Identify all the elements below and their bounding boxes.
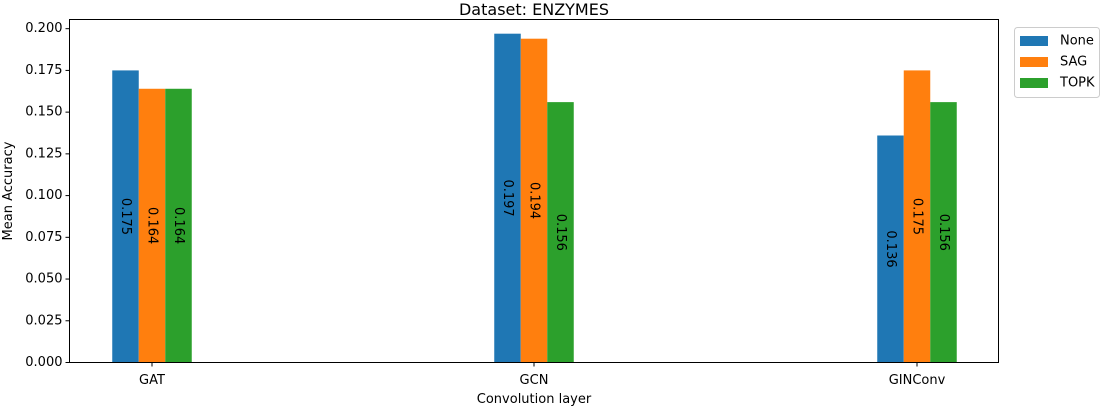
bar-gat-sag bbox=[138, 88, 166, 363]
legend-swatch-none bbox=[1020, 36, 1048, 46]
bar-ginconv-sag bbox=[903, 70, 931, 363]
bar-value-label-gcn-none: 0.197 bbox=[500, 179, 515, 216]
bar-gat-none bbox=[112, 70, 139, 363]
y-tick-label: 0.175 bbox=[25, 63, 62, 78]
bar-value-label-gat-topk: 0.164 bbox=[171, 207, 186, 244]
chart-title: Dataset: ENZYMES bbox=[459, 0, 609, 19]
y-tick-label: 0.125 bbox=[25, 146, 62, 161]
bar-value-label-ginconv-none: 0.136 bbox=[883, 230, 898, 267]
legend-swatch-sag bbox=[1020, 57, 1048, 67]
bar-value-label-gat-sag: 0.164 bbox=[145, 207, 160, 244]
bar-ginconv-topk bbox=[930, 102, 957, 363]
bar-value-label-gcn-sag: 0.194 bbox=[527, 182, 542, 219]
bar-gcn-none bbox=[494, 33, 521, 363]
legend-label-none: None bbox=[1060, 34, 1094, 49]
y-tick-label: 0.075 bbox=[25, 230, 62, 245]
bar-gat-topk bbox=[165, 88, 192, 363]
legend-label-topk: TOPK bbox=[1059, 76, 1095, 91]
bar-labels-layer: 0.175 0.197 0.136 0.164 0.194 0.175 0.164 0.156… bbox=[118, 179, 951, 267]
bar-gcn-sag bbox=[520, 38, 548, 363]
x-axis: GAT GCN GINConv bbox=[139, 362, 946, 388]
y-tick-label: 0.100 bbox=[25, 188, 62, 203]
y-tick-label: 0.025 bbox=[25, 313, 62, 328]
y-tick-label: 0.050 bbox=[25, 272, 62, 287]
legend-swatch-topk bbox=[1020, 78, 1048, 88]
x-tick-label: GINConv bbox=[889, 373, 946, 388]
x-axis-label: Convolution layer bbox=[477, 392, 592, 406]
legend-label-sag: SAG bbox=[1060, 55, 1087, 70]
x-tick-label: GCN bbox=[520, 373, 549, 388]
bars-layer bbox=[112, 33, 957, 363]
bar-value-label-gcn-topk: 0.156 bbox=[553, 214, 568, 251]
legend: None SAG TOPK bbox=[1014, 27, 1100, 98]
y-axis-label: Mean Accuracy bbox=[1, 141, 16, 240]
bar-gcn-topk bbox=[547, 102, 574, 363]
y-tick-label: 0.000 bbox=[25, 355, 62, 370]
x-tick-label: GAT bbox=[139, 373, 165, 388]
bar-value-label-ginconv-sag: 0.175 bbox=[910, 198, 925, 235]
y-tick-label: 0.200 bbox=[25, 21, 62, 36]
bar-ginconv-none bbox=[877, 135, 904, 363]
y-tick-label: 0.150 bbox=[25, 105, 62, 120]
bar-value-label-gat-none: 0.175 bbox=[118, 198, 133, 235]
y-axis: 0.000 0.025 0.050 0.075 0.100 0.125 0.150 0.175… bbox=[25, 21, 70, 370]
bar-value-label-ginconv-topk: 0.156 bbox=[936, 214, 951, 251]
